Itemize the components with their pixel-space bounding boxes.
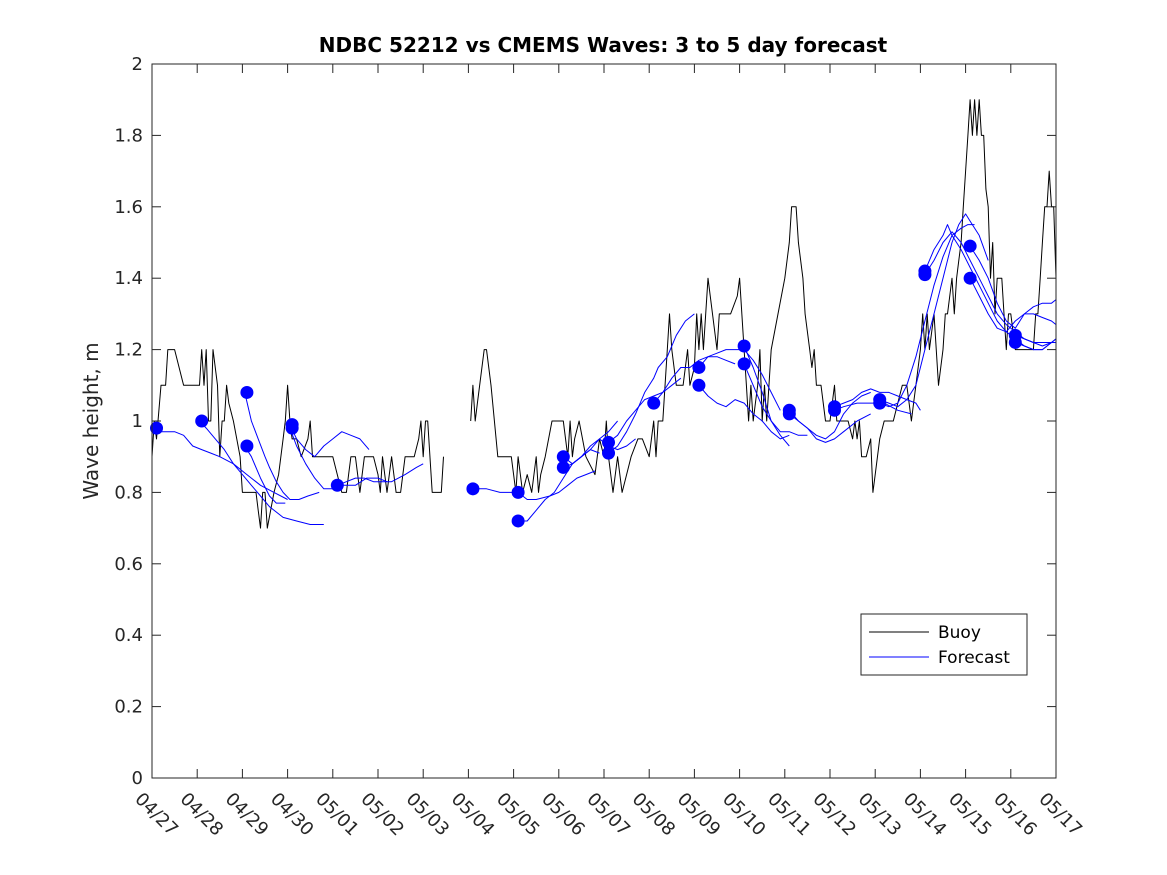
forecast-point bbox=[285, 421, 299, 435]
x-tick-label: 05/03 bbox=[402, 789, 454, 841]
x-tick-label: 04/27 bbox=[130, 789, 182, 841]
y-tick-label: 0 bbox=[132, 768, 143, 789]
forecast-series bbox=[152, 213, 1057, 525]
forecast-point bbox=[511, 514, 525, 528]
forecast-line bbox=[199, 420, 324, 525]
forecast-line bbox=[924, 231, 1056, 343]
y-axis: 0 0.2 0.4 0.6 0.8 1 1.2 1.4 1.6 1.8 2 bbox=[114, 54, 1056, 789]
x-tick-label: 04/30 bbox=[266, 789, 318, 841]
forecast-point bbox=[737, 339, 751, 353]
forecast-point bbox=[602, 446, 616, 460]
forecast-point bbox=[195, 414, 209, 428]
forecast-point bbox=[828, 403, 842, 417]
x-tick-label: 05/14 bbox=[899, 789, 951, 841]
y-tick-label: 0.6 bbox=[114, 554, 143, 575]
forecast-line bbox=[608, 377, 682, 443]
forecast-point bbox=[556, 460, 570, 474]
forecast-line bbox=[1015, 342, 1056, 351]
buoy-line bbox=[470, 99, 1057, 493]
y-tick-label: 1.6 bbox=[114, 197, 143, 218]
y-tick-label: 1.8 bbox=[114, 125, 143, 146]
forecast-point bbox=[240, 385, 254, 399]
x-tick-label: 05/07 bbox=[582, 789, 634, 841]
forecast-point bbox=[963, 271, 977, 285]
forecast-line bbox=[834, 402, 912, 415]
forecast-line bbox=[834, 388, 921, 411]
x-tick-label: 05/04 bbox=[447, 789, 499, 841]
forecast-markers bbox=[150, 239, 1022, 528]
forecast-line bbox=[337, 463, 424, 486]
forecast-point bbox=[873, 396, 887, 410]
forecast-line bbox=[1015, 334, 1057, 347]
forecast-line bbox=[743, 345, 808, 436]
forecast-point bbox=[330, 478, 344, 492]
forecast-point bbox=[466, 482, 480, 496]
y-tick-label: 0.4 bbox=[114, 625, 143, 646]
x-tick-label: 05/02 bbox=[356, 789, 408, 841]
forecast-point bbox=[1008, 335, 1022, 349]
y-axis-label: Wave height, m bbox=[79, 342, 103, 499]
y-tick-label: 1 bbox=[132, 411, 143, 432]
x-tick-label: 05/17 bbox=[1034, 789, 1086, 841]
x-tick-label: 05/16 bbox=[989, 789, 1041, 841]
forecast-line bbox=[879, 213, 989, 408]
y-tick-label: 0.8 bbox=[114, 482, 143, 503]
x-tick-label: 05/09 bbox=[673, 789, 725, 841]
x-tick-label: 05/11 bbox=[763, 789, 815, 841]
x-tick-label: 05/10 bbox=[718, 789, 770, 841]
forecast-point bbox=[782, 407, 796, 421]
forecast-line bbox=[698, 384, 790, 440]
x-tick-label: 05/06 bbox=[537, 789, 589, 841]
y-tick-label: 0.2 bbox=[114, 697, 143, 718]
legend-box bbox=[860, 613, 1028, 676]
forecast-point bbox=[918, 268, 932, 282]
forecast-point bbox=[647, 396, 661, 410]
x-tick-label: 05/12 bbox=[808, 789, 860, 841]
forecast-line bbox=[244, 392, 320, 500]
x-tick-label: 05/08 bbox=[628, 789, 680, 841]
forecast-point bbox=[150, 421, 164, 435]
y-tick-label: 2 bbox=[132, 54, 143, 75]
y-tick-label: 1.4 bbox=[114, 268, 143, 289]
legend: Buoy Forecast bbox=[860, 613, 1028, 676]
x-tick-label: 04/28 bbox=[176, 789, 228, 841]
forecast-line bbox=[788, 413, 871, 443]
legend-buoy-label: Buoy bbox=[938, 623, 981, 643]
forecast-line bbox=[472, 488, 514, 493]
legend-forecast-label: Forecast bbox=[938, 648, 1010, 668]
forecast-point bbox=[692, 360, 706, 374]
forecast-point bbox=[963, 239, 977, 253]
forecast-point bbox=[692, 378, 706, 392]
forecast-point bbox=[602, 435, 616, 449]
x-tick-label: 04/29 bbox=[221, 789, 273, 841]
forecast-point bbox=[556, 450, 570, 464]
forecast-line bbox=[289, 424, 370, 458]
x-tick-label: 05/15 bbox=[944, 789, 996, 841]
forecast-line bbox=[969, 245, 1057, 329]
forecast-point bbox=[240, 439, 254, 453]
x-tick-label: 05/01 bbox=[311, 789, 363, 841]
forecast-line bbox=[969, 277, 1057, 333]
forecast-line bbox=[563, 420, 618, 468]
x-tick-label: 05/05 bbox=[492, 789, 544, 841]
forecast-line bbox=[289, 427, 333, 490]
forecast-line bbox=[743, 363, 790, 447]
y-tick-label: 1.2 bbox=[114, 340, 143, 361]
x-tick-label: 05/13 bbox=[854, 789, 906, 841]
forecast-line bbox=[244, 445, 286, 504]
chart-title: NDBC 52212 vs CMEMS Waves: 3 to 5 day fo… bbox=[319, 33, 888, 57]
forecast-point bbox=[511, 485, 525, 499]
forecast-line bbox=[608, 313, 695, 454]
forecast-line bbox=[879, 224, 975, 408]
forecast-point bbox=[737, 357, 751, 371]
forecast-line bbox=[517, 470, 596, 500]
plot-area bbox=[150, 63, 1057, 779]
forecast-line bbox=[152, 431, 288, 500]
